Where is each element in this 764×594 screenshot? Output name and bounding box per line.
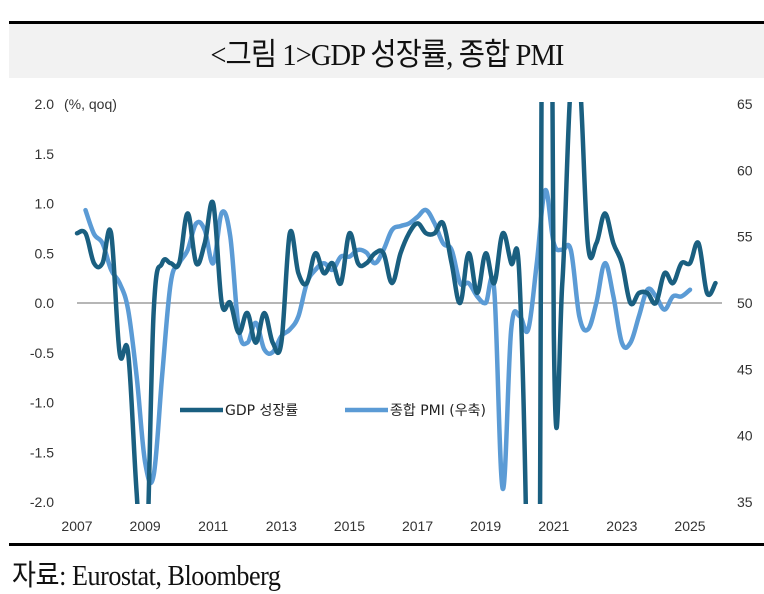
legend-gdp-label: GDP 성장률	[225, 403, 298, 419]
left-tick-label: 0.0	[35, 295, 55, 311]
x-tick-label: 2013	[266, 518, 297, 534]
x-tick-label: 2019	[470, 518, 501, 534]
right-tick-label: 50	[737, 295, 753, 311]
left-tick-label: 0.5	[35, 245, 55, 261]
pmi-series-line	[83, 187, 693, 491]
top-rule	[9, 21, 764, 24]
left-tick-label: 1.5	[35, 146, 55, 162]
right-tick-label: 45	[737, 361, 753, 377]
x-tick-label: 2007	[61, 518, 92, 534]
right-tick-label: 40	[737, 428, 753, 444]
right-tick-label: 35	[737, 494, 753, 510]
left-tick-label: -1.0	[30, 395, 54, 411]
x-tick-label: 2023	[606, 518, 637, 534]
right-tick-label: 60	[737, 162, 753, 178]
figure-title: <그림 1>GDP 성장률, 종합 PMI	[209, 36, 564, 72]
x-tick-label: 2021	[538, 518, 569, 534]
x-tick-label: 2011	[198, 518, 228, 534]
x-tick-label: 2015	[334, 518, 365, 534]
left-tick-label: -0.5	[30, 345, 54, 361]
x-tick-label: 2025	[674, 518, 705, 534]
x-tick-label: 2009	[130, 518, 161, 534]
left-axis: 2.0 1.5 1.0 0.5 0.0 -0.5 -1.0 -1.5 -2.0	[30, 96, 54, 510]
right-axis: 65 60 55 50 45 40 35	[737, 96, 753, 510]
bottom-rule	[9, 543, 764, 546]
title-band: <그림 1>GDP 성장률, 종합 PMI	[9, 24, 764, 78]
source-note: 자료: Eurostat, Bloomberg	[12, 560, 281, 592]
chart: 2.0 1.5 1.0 0.5 0.0 -0.5 -1.0 -1.5 -2.0 65 60 55 50…	[30, 96, 753, 534]
x-tick-label: 2017	[402, 518, 433, 534]
legend-pmi-label: 종합 PMI (우축)	[390, 403, 486, 419]
gdp-series-line	[74, 102, 718, 504]
right-tick-label: 65	[737, 96, 753, 112]
legend: GDP 성장률 종합 PMI (우축)	[180, 403, 486, 419]
x-axis: 2007 2009 2011 2013 2015 2017 2019 2021 2023 2025	[61, 518, 705, 534]
left-tick-label: -1.5	[30, 444, 54, 460]
left-axis-label: (%, qoq)	[64, 96, 117, 112]
right-tick-label: 55	[737, 229, 753, 245]
left-tick-label: 1.0	[35, 196, 55, 212]
left-tick-label: 2.0	[35, 96, 55, 112]
left-tick-label: -2.0	[30, 494, 54, 510]
